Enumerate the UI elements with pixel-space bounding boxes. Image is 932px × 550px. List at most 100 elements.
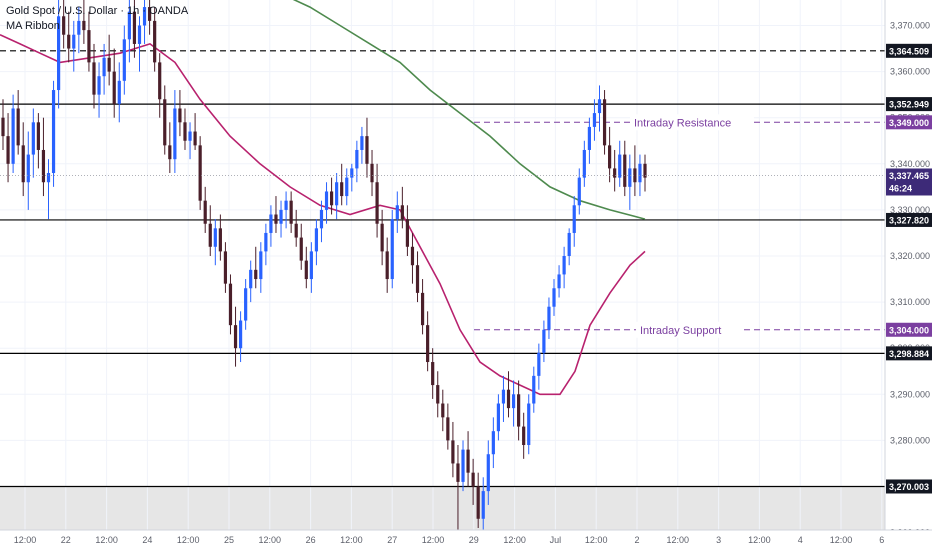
time-tick-label: 12:00 [830, 535, 853, 545]
candle-body [491, 431, 495, 455]
candle-body [633, 168, 637, 183]
candle-body [380, 223, 384, 252]
candle-body [92, 62, 96, 95]
candle-body [188, 131, 192, 141]
support-zone-shade [0, 486, 885, 530]
indicator-label: MA Ribbon [6, 20, 60, 32]
candle-body [451, 440, 455, 464]
candle-body [597, 99, 602, 114]
time-tick-label: 22 [61, 535, 71, 545]
time-tick-label: 6 [879, 535, 884, 545]
candle-body [289, 200, 293, 224]
candle-body [1, 117, 5, 137]
candle-body [309, 251, 313, 280]
level-tag [886, 346, 932, 361]
candle-body [203, 200, 207, 224]
candle-body [582, 149, 586, 178]
candle-body [476, 486, 480, 519]
candle-body [431, 362, 435, 386]
time-tick-label: 12:00 [585, 535, 608, 545]
current-price-label: 3,337.465 [889, 171, 929, 181]
candle-body [395, 205, 399, 220]
candle-body [279, 209, 283, 224]
candle-body [218, 228, 222, 252]
candle-body [608, 145, 612, 169]
time-tick-label: 26 [306, 535, 316, 545]
candle-body [511, 394, 516, 409]
candle-body [67, 34, 71, 49]
candle-body [147, 7, 152, 21]
zone-label: Intraday Support [640, 325, 721, 337]
price-tick-label: 3,310.000 [890, 297, 930, 307]
candle-body [420, 292, 425, 326]
candle-body [350, 168, 354, 178]
ma-fast-line [0, 33, 646, 396]
candle-body [522, 426, 526, 446]
countdown-label: 46:24 [889, 183, 912, 193]
time-tick-label: 4 [798, 535, 803, 545]
candle-body [426, 325, 430, 363]
candle-body [244, 288, 248, 321]
level-tag-label: 3,298.884 [889, 349, 929, 359]
level-tag [886, 212, 932, 227]
candle-body [592, 113, 597, 127]
candle-body [117, 80, 121, 104]
time-tick-label: 12:00 [422, 535, 445, 545]
time-axis [0, 530, 932, 550]
candle-body [436, 385, 440, 404]
price-tick-label: 3,370.000 [890, 21, 930, 31]
zone-label-bg [630, 114, 754, 131]
candle-body [137, 25, 142, 44]
time-tick-label: 12:00 [259, 535, 282, 545]
candle-body [542, 329, 546, 353]
price-tick-label: 3,360.000 [890, 67, 930, 77]
candle-body [208, 223, 212, 247]
current-price-tag [886, 168, 932, 196]
candle-body [57, 16, 61, 91]
candle-body [299, 237, 303, 261]
candle-body [223, 251, 228, 284]
candle-body [132, 11, 137, 44]
zone-label-bg [636, 321, 742, 338]
candle-body [31, 122, 35, 155]
candle-body [446, 417, 450, 441]
candle-body [527, 403, 531, 446]
candle-body [319, 209, 324, 229]
candle-body [329, 191, 334, 206]
candle-body [360, 136, 364, 150]
candle-body [410, 246, 415, 266]
candle-body [87, 30, 91, 63]
candle-body [112, 71, 116, 104]
candle-body [82, 20, 86, 31]
candle-body [16, 108, 20, 146]
candle-body [613, 168, 617, 178]
level-tag-label: 3,352.949 [889, 100, 929, 110]
candle-body [163, 99, 167, 146]
chart-legend: Gold Spot / U.S. Dollar · 1h · OANDA MA … [6, 4, 188, 34]
candle-body [6, 136, 10, 164]
candle-body [193, 131, 197, 146]
candle-body [557, 274, 561, 289]
candle-body [638, 163, 642, 183]
candle-body [274, 214, 278, 224]
time-tick-label: 12:00 [340, 535, 363, 545]
price-tick-label: 3,320.000 [890, 251, 930, 261]
price-axis [885, 0, 932, 550]
time-tick-label: 12:00 [667, 535, 690, 545]
candle-body [623, 154, 627, 187]
price-tick-label: 3,290.000 [890, 389, 930, 399]
candle-body [26, 154, 30, 183]
candle-body [198, 145, 202, 201]
time-tick-label: 27 [387, 535, 397, 545]
candle-body [259, 251, 263, 280]
level-tag-label: 3,364.509 [889, 46, 929, 56]
price-tick-label: 3,340.000 [890, 159, 930, 169]
candle-body [547, 306, 551, 330]
candle-body [390, 219, 394, 280]
candle-body [552, 288, 556, 307]
candle-body [178, 108, 182, 123]
candle-body [415, 265, 420, 293]
candle-body [249, 269, 253, 289]
